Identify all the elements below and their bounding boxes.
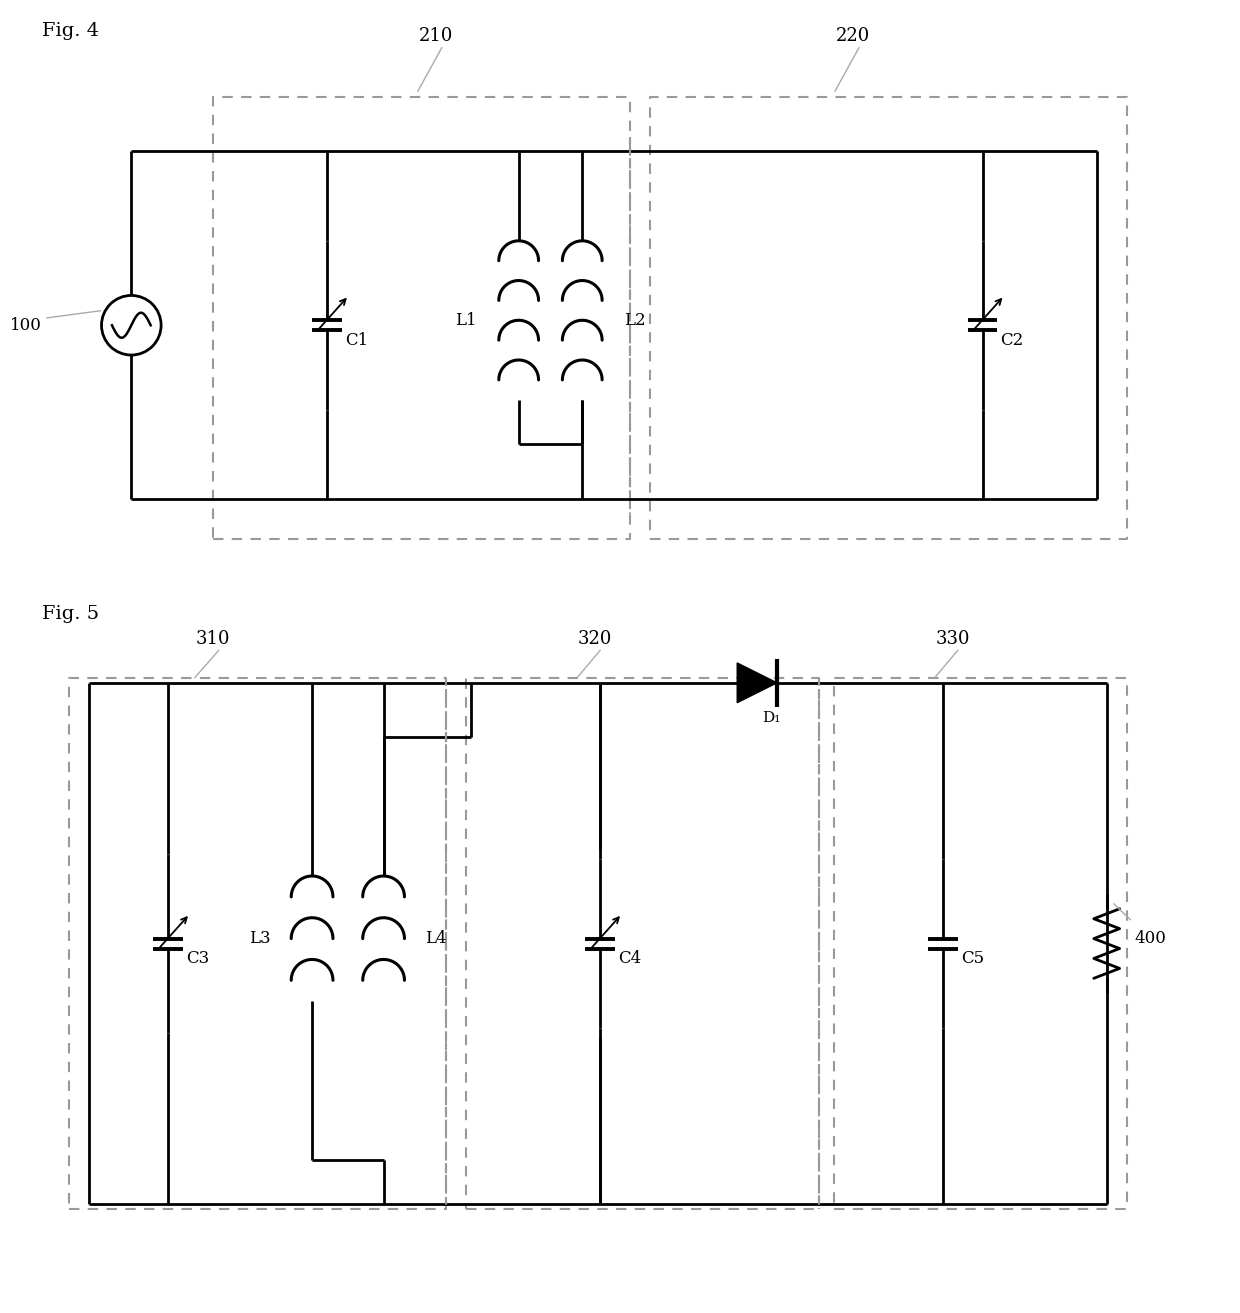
Text: 310: 310	[196, 630, 229, 649]
Text: 320: 320	[578, 630, 613, 649]
Text: 220: 220	[836, 28, 870, 45]
Text: 210: 210	[419, 28, 454, 45]
Text: 330: 330	[935, 630, 970, 649]
Text: Fig. 4: Fig. 4	[42, 22, 99, 41]
Text: L3: L3	[249, 930, 270, 947]
Text: D₁: D₁	[763, 710, 780, 725]
Text: L4: L4	[425, 930, 446, 947]
Text: C3: C3	[186, 951, 210, 966]
Text: C4: C4	[618, 951, 641, 966]
Text: 400: 400	[1135, 930, 1167, 947]
Text: C2: C2	[1001, 332, 1024, 349]
Text: 100: 100	[10, 316, 42, 334]
Polygon shape	[738, 663, 777, 702]
Text: L2: L2	[624, 311, 646, 328]
Text: Fig. 5: Fig. 5	[42, 605, 99, 624]
Text: L1: L1	[455, 311, 477, 328]
Text: C1: C1	[345, 332, 368, 349]
Text: C5: C5	[961, 951, 983, 966]
